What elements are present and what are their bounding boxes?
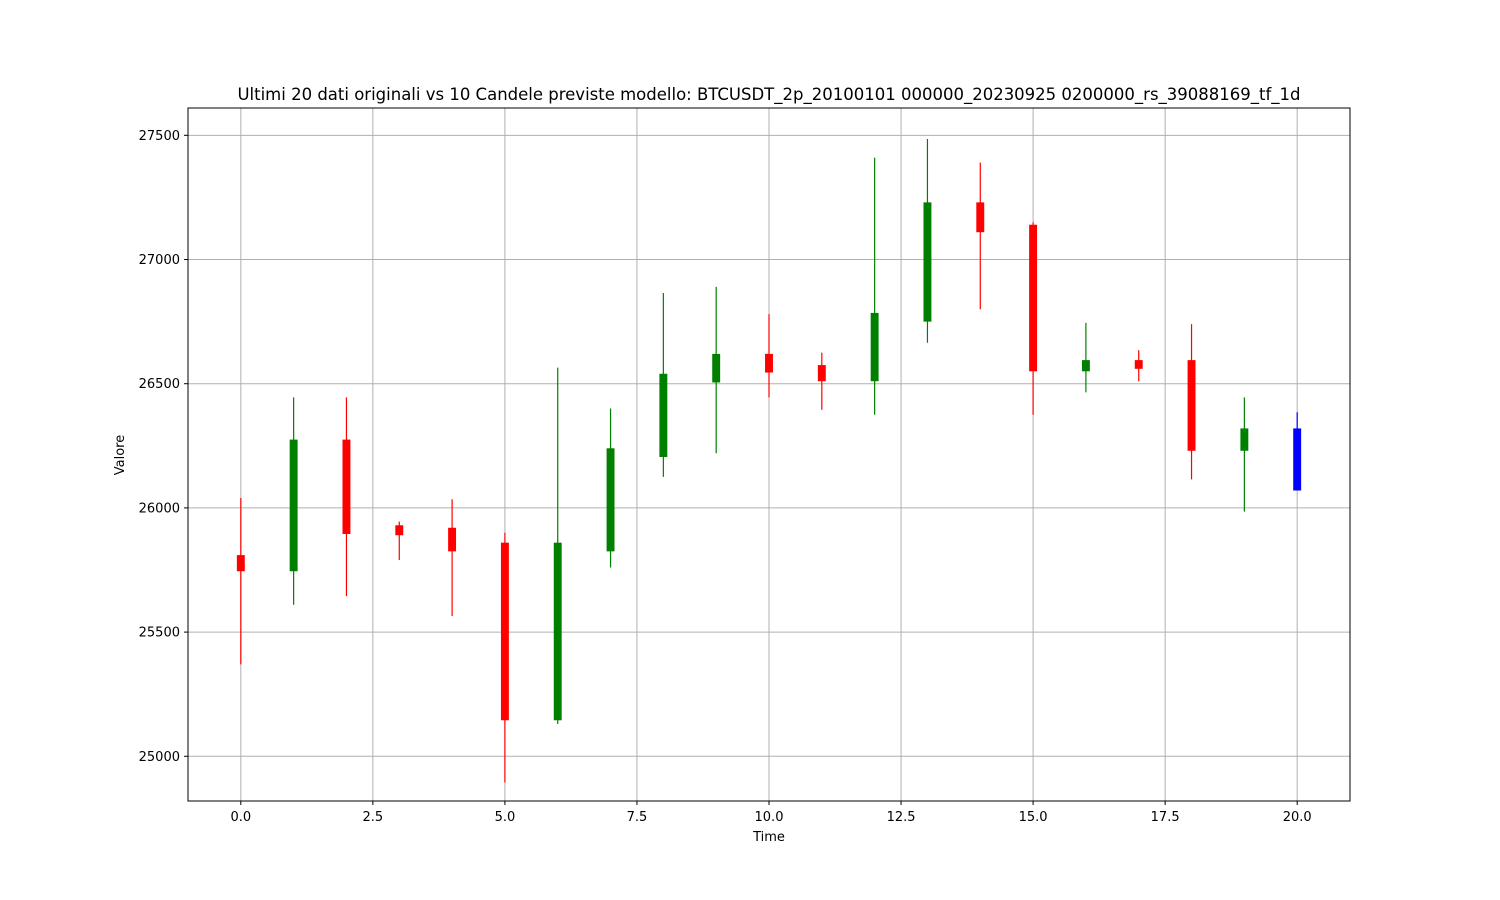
candle bbox=[923, 139, 932, 343]
y-axis-label: Valore bbox=[113, 435, 128, 475]
candle bbox=[289, 397, 298, 605]
candle bbox=[765, 314, 773, 398]
x-tick-label: 7.5 bbox=[627, 810, 648, 825]
candle-body bbox=[553, 542, 562, 721]
y-tick-label: 26500 bbox=[139, 377, 180, 392]
candle bbox=[870, 157, 879, 415]
candle-body bbox=[1029, 224, 1038, 372]
candle bbox=[1029, 222, 1038, 415]
y-tick-label: 26000 bbox=[139, 501, 180, 516]
candle-body bbox=[395, 525, 404, 536]
chart-title: Ultimi 20 dati originali vs 10 Candele p… bbox=[237, 85, 1300, 105]
candle-body bbox=[870, 312, 879, 382]
candle bbox=[236, 497, 245, 665]
candle bbox=[342, 397, 351, 597]
candle bbox=[395, 521, 404, 561]
candle-body bbox=[1187, 360, 1196, 451]
candles bbox=[236, 139, 1302, 783]
candle bbox=[606, 408, 615, 568]
candle-body bbox=[342, 439, 351, 534]
x-tick-label: 10.0 bbox=[755, 810, 784, 825]
candle-body bbox=[1293, 428, 1302, 491]
candle bbox=[1293, 412, 1302, 491]
candle-body bbox=[1240, 428, 1249, 451]
x-tick-label: 12.5 bbox=[887, 810, 916, 825]
x-tick-label: 5.0 bbox=[495, 810, 516, 825]
candle-body bbox=[817, 365, 826, 382]
candle bbox=[817, 352, 826, 410]
candle bbox=[712, 286, 721, 454]
axis-ticks: 0.0 2.5 5.0 7.5 10.0 12.5 15.0 17.5 20.0 25000 255… bbox=[139, 129, 1312, 825]
candle-body bbox=[712, 353, 721, 383]
x-tick-label: 20.0 bbox=[1283, 810, 1312, 825]
candle-body bbox=[659, 373, 668, 457]
candle-body bbox=[923, 202, 932, 322]
y-tick-label: 25000 bbox=[139, 750, 180, 765]
candle-body bbox=[976, 202, 985, 233]
candle bbox=[659, 293, 668, 477]
y-tick-label: 27000 bbox=[139, 253, 180, 268]
candle bbox=[448, 499, 457, 616]
x-axis-label: Time bbox=[752, 830, 785, 845]
candle-body bbox=[500, 542, 509, 721]
candle bbox=[1187, 324, 1196, 480]
x-tick-label: 15.0 bbox=[1019, 810, 1048, 825]
candle bbox=[553, 367, 562, 724]
y-tick-label: 27500 bbox=[139, 129, 180, 144]
candle-body bbox=[448, 527, 457, 552]
candle bbox=[1240, 397, 1249, 512]
x-tick-label: 0.0 bbox=[230, 810, 251, 825]
candle-body bbox=[765, 353, 773, 373]
candle-body bbox=[606, 448, 615, 552]
candle bbox=[976, 162, 985, 310]
candle-body bbox=[1081, 360, 1090, 372]
y-tick-label: 25500 bbox=[139, 626, 180, 641]
x-tick-label: 2.5 bbox=[363, 810, 384, 825]
candle-body bbox=[289, 439, 298, 572]
candle-body bbox=[236, 555, 245, 572]
candle bbox=[1081, 322, 1090, 393]
grid-lines bbox=[188, 108, 1350, 801]
candle bbox=[1134, 350, 1143, 382]
x-tick-label: 17.5 bbox=[1151, 810, 1180, 825]
candle-body bbox=[1134, 360, 1143, 369]
candle bbox=[500, 532, 509, 783]
